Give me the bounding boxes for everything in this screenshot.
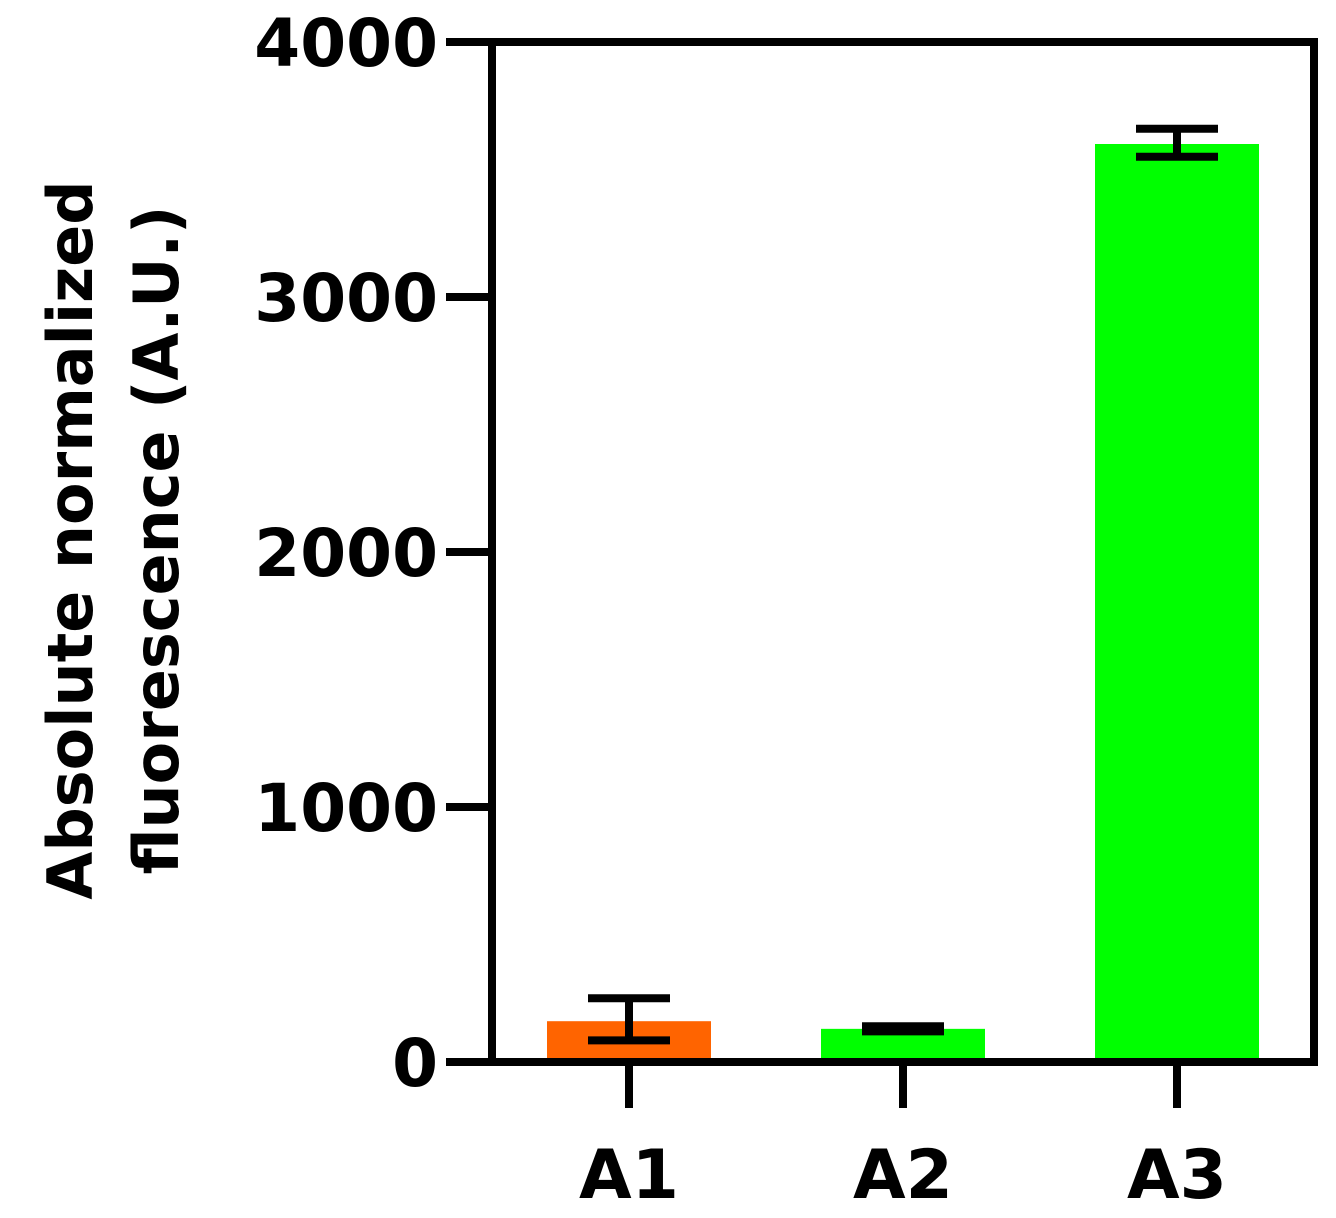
y-axis-title: Absolute normalized fluorescence (A.U.) [34,180,193,899]
x-tick-label-a2: A2 [853,1136,953,1214]
bar-a3 [1095,144,1259,1062]
y-axis-title-line-1: Absolute normalized [34,180,107,899]
x-tick-label-a1: A1 [579,1136,679,1214]
plot-layer: 0 1000 2000 3000 4000 A1 A2 A3 [254,5,1318,1215]
y-tick-label-1000: 1000 [254,770,438,847]
y-tick-label-0: 0 [392,1025,438,1102]
y-tick-label-3000: 3000 [254,260,438,337]
x-tick-label-a3: A3 [1127,1136,1227,1214]
y-axis-title-line-2: fluorescence (A.U.) [120,206,193,875]
y-tick-label-4000: 4000 [254,5,438,82]
y-tick-label-2000: 2000 [254,515,438,592]
